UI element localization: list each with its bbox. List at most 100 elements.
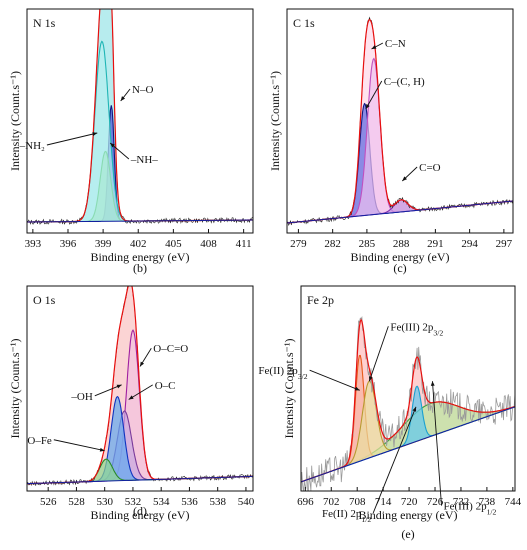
x-tick-label: 294 [461, 238, 478, 250]
panel-b: 279 282 285 288 291 294 297 C 1s Binding energy … [268, 8, 514, 275]
panel-c: 526 528 530 532 534 536 538 540 O 1s Binding ener… [8, 285, 255, 522]
annotation-arrowhead [402, 176, 407, 181]
plot-frame [286, 8, 514, 234]
x-tick-label: 532 [125, 496, 142, 508]
annotation-arrowhead [430, 381, 435, 386]
plot-frame [300, 285, 516, 492]
plot-area [27, 9, 253, 225]
panel-label: (d) [133, 504, 147, 518]
annotation-pointer [128, 384, 153, 400]
x-tick-label: 528 [68, 496, 85, 508]
x-tick-label: 696 [297, 496, 314, 508]
panel-a: 393 396 399 402 405 408 411 N 1s Binding energy … [8, 8, 254, 275]
x-axis-label: Binding energy (eV) [350, 250, 449, 264]
panel-label: (b) [133, 261, 147, 275]
annotation-label: –NH– [130, 154, 158, 166]
annotation-arrowhead [99, 447, 105, 452]
annotation-label: –OH [70, 391, 92, 403]
x-tick-label: 402 [130, 238, 147, 250]
raw-data [301, 316, 515, 491]
x-tick-label: 285 [359, 238, 376, 250]
baseline [287, 200, 513, 224]
panel-label: (c) [393, 261, 406, 275]
x-tick-label: 702 [323, 496, 340, 508]
panel-label: (e) [401, 527, 414, 541]
envelope-line [27, 9, 253, 223]
plot-area [287, 16, 513, 226]
y-axis-label: Intensity (Count.s⁻¹) [8, 71, 22, 171]
x-tick-label: 526 [40, 496, 57, 508]
x-tick-label: 538 [209, 496, 226, 508]
peak-fill-1 [301, 355, 515, 482]
annotation-label: –NH₂ [19, 140, 45, 152]
x-axis-label: Binding energy (eV) [358, 508, 457, 522]
annotation-label: Fe(II) 2p3/2 [258, 365, 307, 381]
y-axis-label: Intensity (Count.s⁻¹) [268, 71, 282, 171]
panel-title: O 1s [33, 293, 56, 307]
annotation-arrowhead [140, 361, 145, 367]
annotation-label: O–C=O [153, 343, 188, 355]
x-tick-label: 530 [96, 496, 113, 508]
x-tick-label: 536 [181, 496, 198, 508]
peak-line-3 [301, 385, 515, 483]
annotation-label: Fe(III) 2p1/2 [444, 501, 497, 516]
panel-title: N 1s [33, 16, 56, 30]
x-tick-label: 405 [165, 238, 182, 250]
x-tick-label: 288 [393, 238, 410, 250]
annotation-arrowhead [371, 45, 377, 49]
x-tick-label: 732 [453, 496, 470, 508]
x-tick-label: 534 [153, 496, 170, 508]
envelope-fill [287, 19, 513, 223]
x-tick-label: 738 [479, 496, 496, 508]
x-tick-label: 282 [324, 238, 341, 250]
x-tick-label: 411 [236, 238, 252, 250]
x-tick-label: 540 [238, 496, 255, 508]
annotation-arrowhead [354, 386, 360, 391]
annotation-pointer [53, 439, 105, 452]
x-axis-label: Binding energy (eV) [90, 508, 189, 522]
annotation-pointer [431, 381, 442, 506]
annotation-label: Fe(II) 2p1/2 [322, 508, 371, 524]
x-tick-label: 399 [95, 238, 112, 250]
annotation-label: Fe(III) 2p3/2 [390, 321, 443, 337]
annotation-pointer [94, 384, 122, 397]
annotation-label: N–O [132, 84, 153, 96]
x-tick-label: 393 [25, 238, 42, 250]
x-tick-label: 744 [505, 496, 522, 508]
annotation-label: O–C [155, 380, 176, 392]
plot-frame [26, 285, 254, 492]
annotation-arrowhead [128, 395, 134, 400]
x-tick-label: 396 [60, 238, 77, 250]
x-tick-label: 408 [200, 238, 217, 250]
annotation-arrowhead [92, 132, 98, 136]
envelope-fill [27, 9, 253, 222]
envelope-line [287, 18, 513, 224]
baseline [301, 406, 515, 483]
x-tick-label: 291 [427, 238, 444, 250]
annotation-pointer [368, 326, 389, 382]
y-axis-label: Intensity (Count.s⁻¹) [282, 339, 296, 439]
annotation-pointer [372, 406, 417, 514]
annotation-arrowhead [116, 384, 122, 389]
x-tick-label: 279 [290, 238, 307, 250]
annotation-label: C=O [419, 162, 441, 174]
x-tick-label: 708 [349, 496, 366, 508]
annotation-arrowhead [368, 376, 373, 382]
raw-data [27, 9, 253, 225]
peak-fill-2 [287, 199, 513, 223]
baseline [27, 475, 253, 485]
envelope-fill [301, 319, 515, 482]
plot-frame [26, 8, 254, 234]
panel-title: Fe 2p [307, 293, 334, 307]
annotation-pointer [46, 132, 98, 146]
x-tick-label: 726 [427, 496, 444, 508]
annotation-arrowhead [412, 406, 417, 412]
peak-fill-2 [27, 41, 253, 223]
annotation-pointer [309, 369, 360, 391]
peak-fill-0 [27, 330, 253, 484]
annotation-label: O–Fe [27, 435, 52, 447]
plot-area [27, 286, 253, 487]
annotation-arrowhead [365, 104, 370, 109]
